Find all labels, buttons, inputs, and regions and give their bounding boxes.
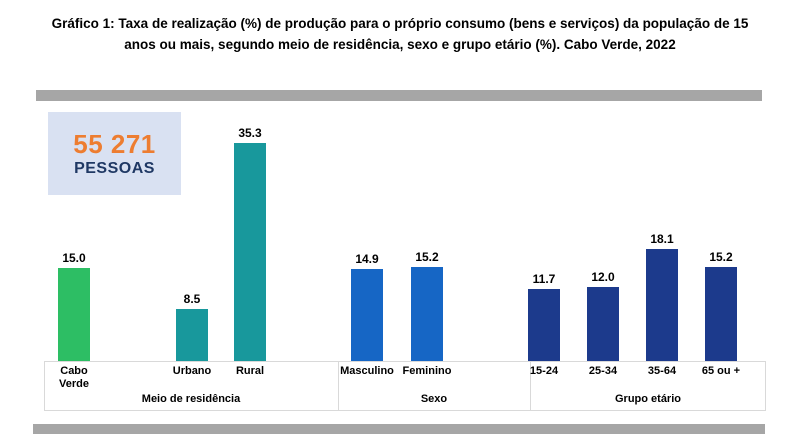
category-label-masculino: Masculino — [340, 365, 394, 377]
top-separator-bar — [36, 90, 762, 101]
category-label-rural: Rural — [235, 365, 265, 377]
chart-title: Gráfico 1: Taxa de realização (%) de pro… — [51, 16, 749, 52]
value-label-25-34: 12.0 — [591, 270, 615, 284]
bar-masculino — [351, 269, 383, 361]
total-persons-callout: 55 271 PESSOAS — [48, 112, 181, 195]
axis-group-divider — [530, 361, 531, 411]
category-label-35-64: 35-64 — [647, 365, 677, 377]
value-label-35-64: 18.1 — [650, 232, 674, 246]
total-persons-label: PESSOAS — [74, 159, 155, 177]
bar-65-ou — [705, 267, 737, 361]
value-label-15-24: 11.7 — [532, 272, 556, 286]
group-label-grupo-et-rio: Grupo etário — [614, 393, 681, 405]
group-label-sexo: Sexo — [420, 393, 448, 405]
value-label-urbano: 8.5 — [183, 292, 201, 306]
value-label-cabo-verde: 15.0 — [62, 251, 86, 265]
bottom-separator-bar — [33, 424, 765, 434]
total-persons-value: 55 271 — [73, 128, 156, 159]
value-label-65-ou: 15.2 — [709, 250, 733, 264]
bar-feminino — [411, 267, 443, 361]
bar-35-64 — [646, 249, 678, 361]
bar-rural — [234, 143, 266, 361]
category-axis-box — [44, 361, 766, 411]
category-label-25-34: 25-34 — [588, 365, 618, 377]
value-label-masculino: 14.9 — [355, 252, 379, 266]
category-label-cabo-verde: Cabo Verde — [59, 365, 89, 390]
category-label-65-ou: 65 ou + — [701, 365, 741, 377]
value-label-rural: 35.3 — [238, 126, 262, 140]
value-label-feminino: 15.2 — [415, 250, 439, 264]
axis-group-divider — [338, 361, 339, 411]
bar-cabo-verde — [58, 268, 90, 361]
category-label-15-24: 15-24 — [529, 365, 559, 377]
group-label-meio-de-resid-ncia: Meio de residência — [141, 393, 241, 405]
bar-25-34 — [587, 287, 619, 361]
category-label-feminino: Feminino — [402, 365, 452, 377]
bar-urbano — [176, 309, 208, 361]
category-label-urbano: Urbano — [172, 365, 212, 377]
bar-15-24 — [528, 289, 560, 361]
